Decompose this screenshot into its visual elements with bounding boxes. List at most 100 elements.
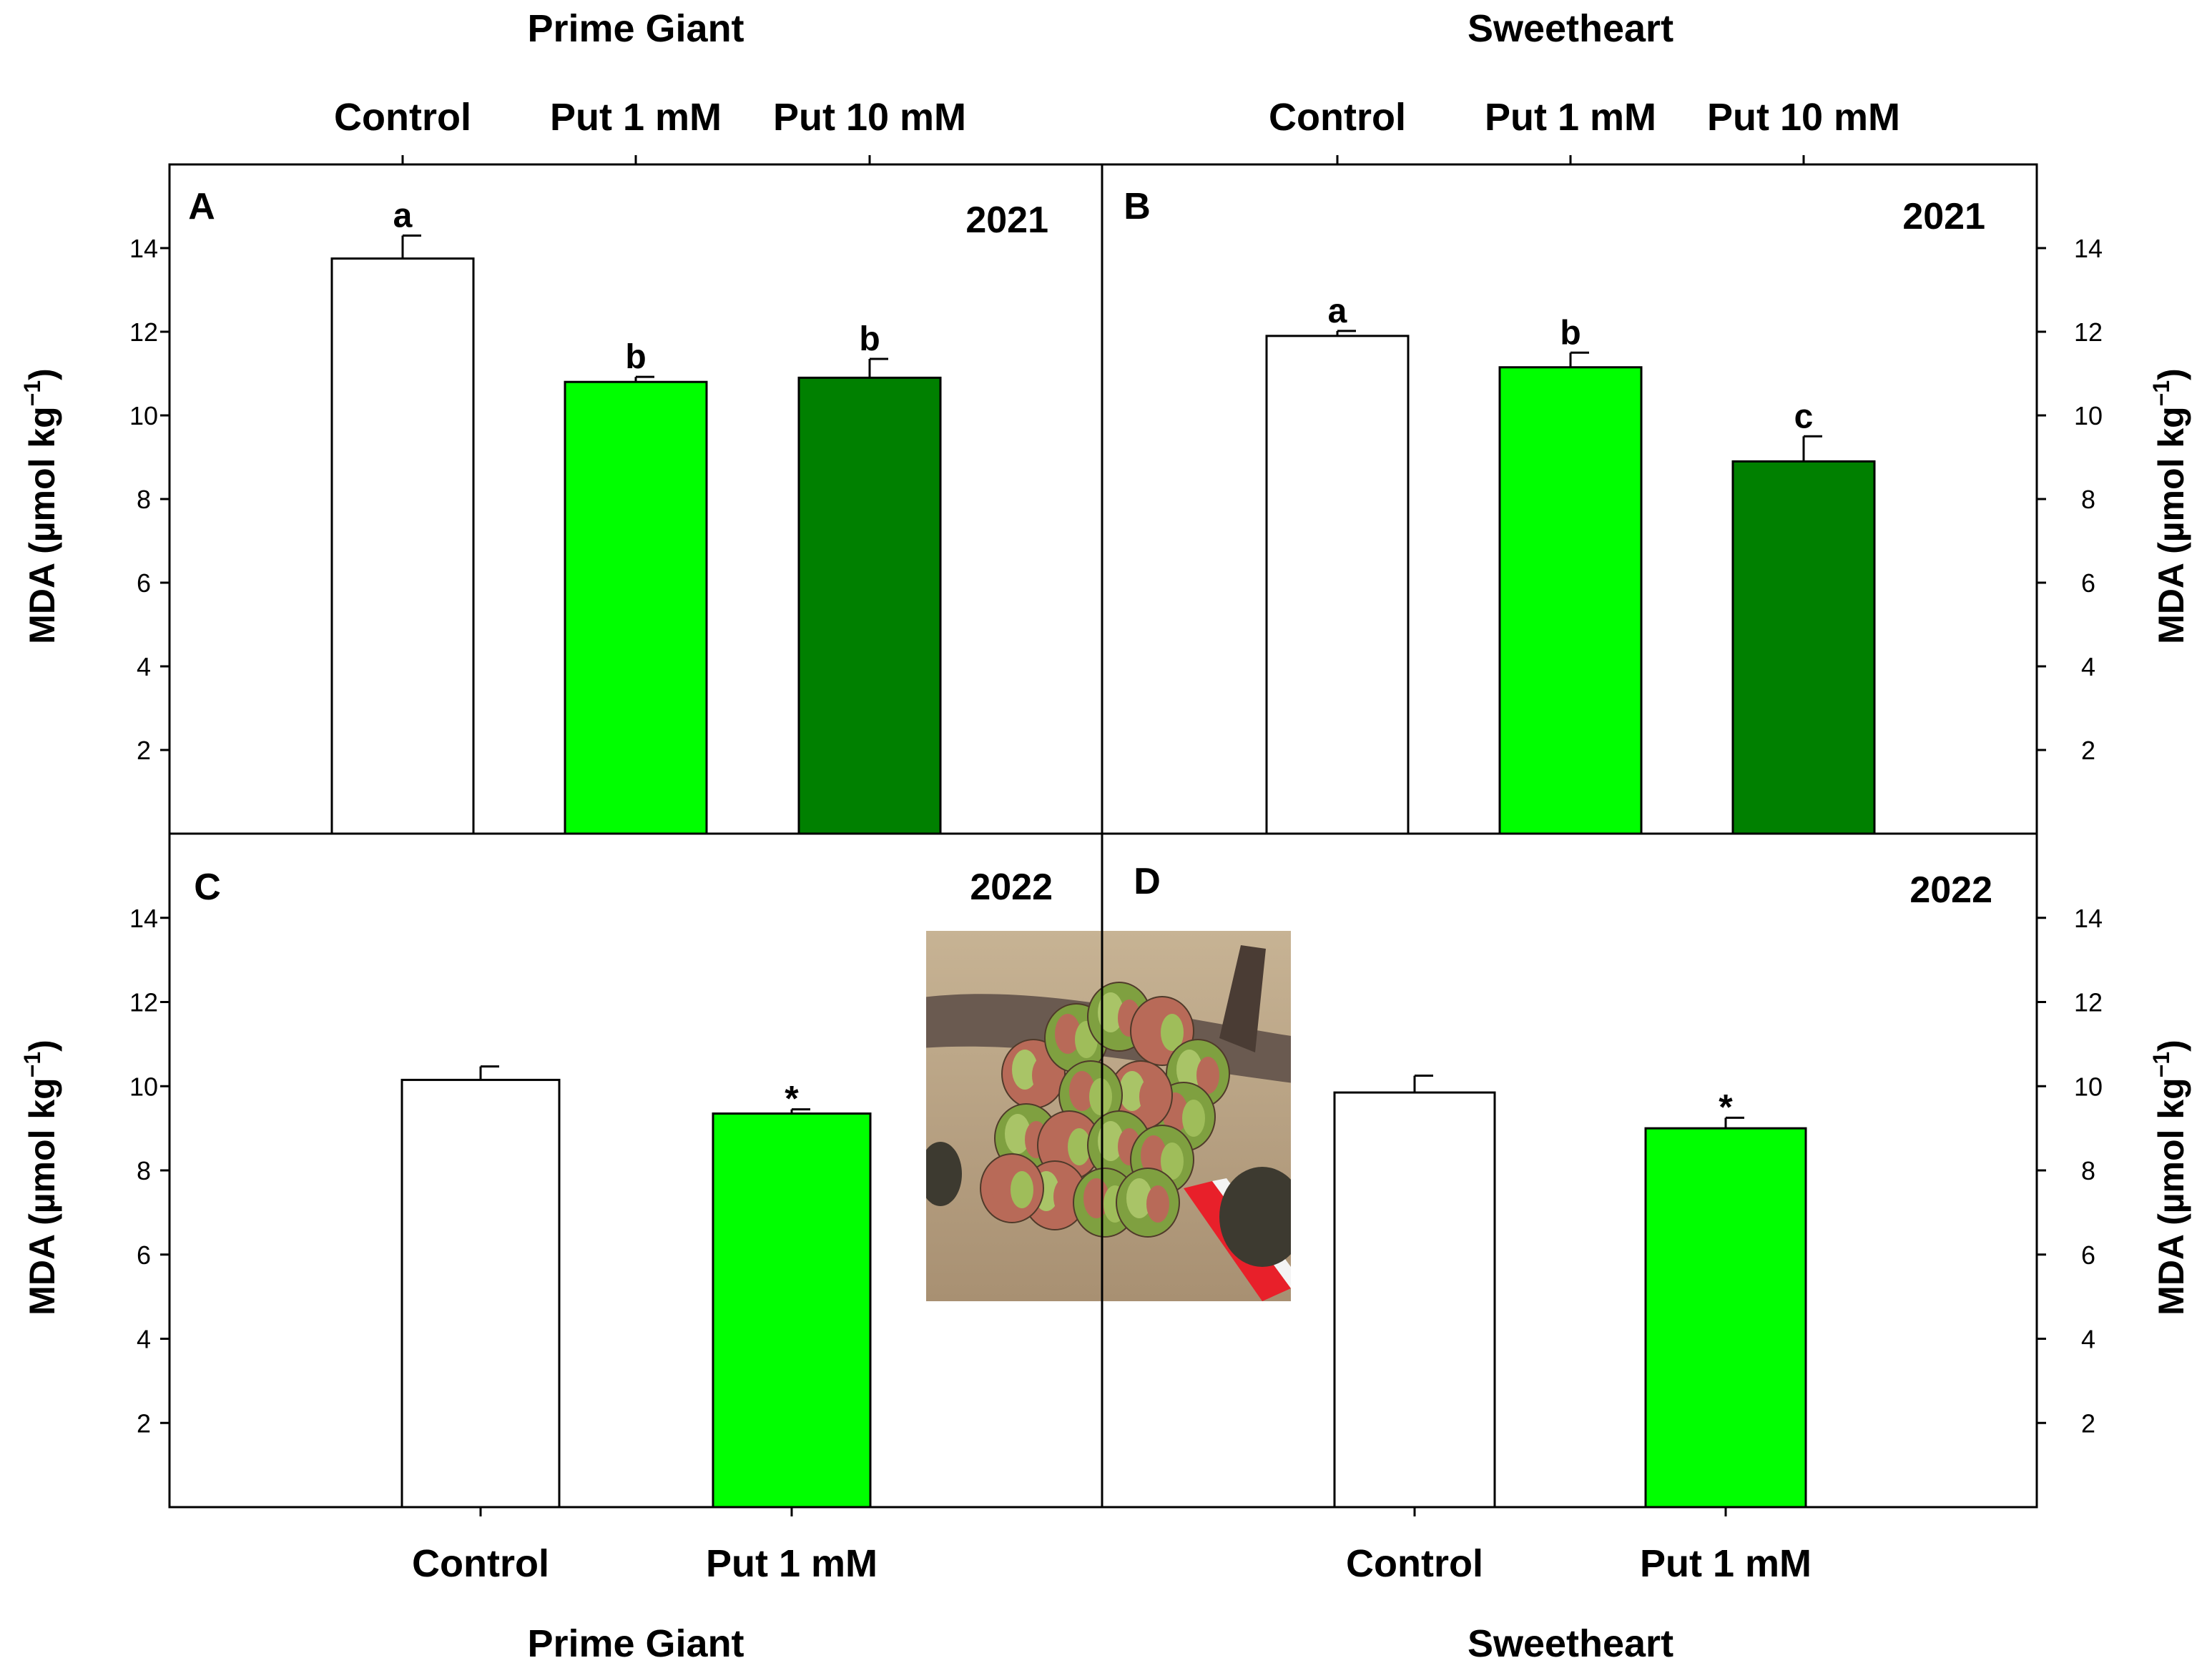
y-tick-label: 8 — [137, 1156, 151, 1185]
bud-petal — [1139, 1078, 1162, 1115]
year-label: 2022 — [1909, 869, 1992, 911]
bud-petal — [1012, 1050, 1038, 1090]
y-axis-title-sup: −1 — [2148, 1052, 2174, 1077]
significance-label: a — [393, 197, 413, 235]
bud-petal — [1098, 1121, 1124, 1161]
bud-petal — [1053, 1178, 1076, 1215]
y-tick-label: 6 — [2081, 568, 2095, 598]
y-axis-title-main: MDA (µmol kg — [22, 1077, 62, 1316]
bar-put-1-mm — [564, 380, 708, 835]
y-axis-title-close: ) — [22, 368, 62, 380]
y-tick-label: 10 — [2074, 401, 2103, 430]
x-category-label: Put 1 mM — [550, 96, 722, 139]
flower-bud — [1130, 996, 1194, 1066]
panel-d: D 2022 2 4 6 8 10 12 14 MDA (µmol kg−1) Control * Pu… — [1101, 832, 2191, 1665]
dark-bud — [926, 1142, 962, 1206]
x-category-label: Control — [1346, 1542, 1483, 1585]
x-category-label: Put 10 mM — [1707, 96, 1900, 139]
significance-label: a — [1328, 292, 1347, 330]
y-tick-label: 12 — [2074, 317, 2103, 347]
y-tick-label: 8 — [2081, 1156, 2095, 1185]
panel-b: B 2021 2 4 6 8 10 12 14 MDA (µmol kg−1) a Control b P… — [1101, 7, 2191, 835]
y-tick-label: 10 — [129, 401, 158, 430]
y-tick-label: 8 — [2081, 485, 2095, 514]
bar-control — [400, 1078, 561, 1509]
y-tick-label: 12 — [129, 317, 158, 347]
y-tick-label: 12 — [129, 988, 158, 1017]
bud-petal — [1089, 1078, 1112, 1115]
cultivar-title: Prime Giant — [527, 1622, 744, 1665]
photo-inset — [926, 931, 1291, 1301]
y-axis-title-main: MDA (µmol kg — [2151, 406, 2191, 644]
panel-label: C — [194, 867, 221, 908]
x-category-label: Control — [412, 1542, 549, 1585]
y-axis-title-close: ) — [22, 1040, 62, 1052]
y-tick-label: 2 — [2081, 1408, 2095, 1438]
bar-put-10-mm — [797, 376, 942, 835]
significance-label: b — [625, 338, 646, 376]
y-tick-label: 4 — [137, 1325, 151, 1354]
significance-label: b — [859, 320, 880, 358]
y-axis-title: MDA (µmol kg−1) — [19, 1040, 62, 1316]
bud-petal — [1141, 1135, 1166, 1175]
bud-petal — [1005, 1114, 1031, 1154]
cultivar-title: Sweetheart — [1468, 7, 1673, 50]
year-label: 2021 — [1902, 196, 1985, 237]
bud-petal — [991, 1164, 1016, 1204]
bud-petal — [1126, 1178, 1152, 1218]
x-category-label: Put 10 mM — [773, 96, 966, 139]
photo-layer — [926, 931, 1291, 1301]
x-category-label: Put 1 mM — [1640, 1542, 1812, 1585]
panel-label: D — [1134, 861, 1161, 902]
bud-petal — [1011, 1171, 1033, 1208]
dark-bud — [1219, 1167, 1291, 1267]
year-label: 2022 — [970, 867, 1053, 908]
y-tick-label: 12 — [2074, 988, 2103, 1017]
x-category-label: Control — [334, 96, 471, 139]
bar-put-1-mm — [1644, 1127, 1807, 1509]
panel-a: A 2021 2 4 6 8 10 12 14 MDA (µmol kg−1) a Control b P… — [19, 7, 1103, 835]
x-category-label: Put 1 mM — [706, 1542, 878, 1585]
year-label: 2021 — [965, 199, 1048, 241]
bud-petal — [1032, 1057, 1055, 1094]
panel-label: A — [188, 186, 215, 227]
bud-petal — [1048, 1121, 1073, 1161]
bar-control — [1265, 335, 1410, 835]
y-tick-label: 2 — [137, 1408, 151, 1438]
y-axis-title-main: MDA (µmol kg — [22, 406, 62, 644]
y-axis-title: MDA (µmol kg−1) — [2148, 368, 2191, 644]
photo-content — [926, 931, 1291, 1301]
y-axis-title-sup: −1 — [19, 1052, 45, 1077]
y-tick-label: 6 — [2081, 1240, 2095, 1270]
y-tick-label: 10 — [129, 1072, 158, 1101]
y-axis-title-main: MDA (µmol kg — [2151, 1077, 2191, 1316]
bud-petal — [1068, 1128, 1091, 1165]
flower-bud — [980, 1153, 1044, 1223]
y-axis-title-close: ) — [2151, 368, 2191, 380]
dry-bud — [1219, 945, 1266, 1052]
significance-label: * — [785, 1079, 799, 1119]
bud-petal — [1176, 1050, 1202, 1090]
flower-bud — [1116, 1168, 1180, 1238]
y-tick-label: 14 — [2074, 234, 2103, 263]
bud-petal — [1182, 1100, 1205, 1137]
bud-petal — [1196, 1057, 1219, 1094]
y-axis-title-sup: −1 — [2148, 380, 2174, 406]
bar-put-1-mm — [712, 1112, 872, 1509]
bud-petal — [1141, 1007, 1166, 1047]
y-tick-label: 4 — [137, 652, 151, 681]
y-tick-label: 4 — [2081, 1325, 2095, 1354]
cultivar-title: Prime Giant — [527, 7, 744, 50]
panel-label: B — [1124, 186, 1151, 227]
significance-label: * — [1719, 1087, 1733, 1127]
bud-petal — [1161, 1014, 1184, 1051]
significance-label: b — [1560, 314, 1581, 352]
y-tick-label: 8 — [137, 485, 151, 514]
y-tick-label: 6 — [137, 1240, 151, 1270]
bar-put-10-mm — [1731, 460, 1876, 835]
bud-petal — [1098, 992, 1124, 1032]
y-tick-label: 2 — [2081, 736, 2095, 765]
bud-petal — [1055, 1014, 1081, 1054]
